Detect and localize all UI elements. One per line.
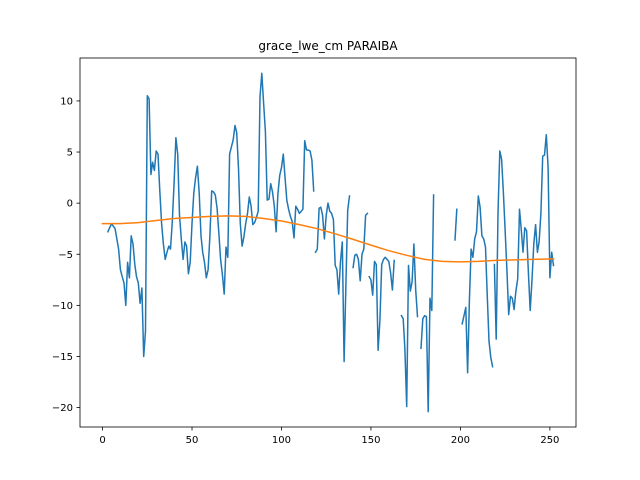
series-1-line-segment-3 bbox=[352, 212, 369, 282]
series-1-line-segment-8 bbox=[461, 195, 494, 374]
series-1-line-segment-1 bbox=[106, 72, 315, 358]
series-1-line-segment-4 bbox=[368, 256, 395, 352]
y-tick-label: 10 bbox=[60, 96, 73, 107]
series-1-line-segment-5 bbox=[400, 243, 419, 408]
series-1-line-segment-6 bbox=[420, 194, 435, 413]
x-tick-label: 200 bbox=[451, 435, 470, 446]
series-2-line-segment-1 bbox=[101, 215, 555, 263]
chart-title: grace_lwe_cm PARAIBA bbox=[258, 39, 398, 53]
x-tick-label: 250 bbox=[540, 435, 559, 446]
y-tick-label: −20 bbox=[52, 403, 73, 414]
y-tick-label: 0 bbox=[67, 199, 73, 210]
x-tick-label: 50 bbox=[186, 435, 199, 446]
y-tick-label: 5 bbox=[67, 148, 73, 159]
y-tick-label: −15 bbox=[52, 352, 73, 363]
x-tick-label: 100 bbox=[272, 435, 291, 446]
series-layer bbox=[101, 72, 555, 413]
plot-frame bbox=[79, 57, 577, 428]
series-1-line-segment-7 bbox=[454, 208, 458, 241]
series-1-line-segment-9 bbox=[493, 133, 555, 340]
x-tick-label: 0 bbox=[99, 435, 105, 446]
series-1-line-segment-2 bbox=[314, 195, 351, 363]
y-tick-label: −5 bbox=[58, 250, 73, 261]
y-tick-label: −10 bbox=[52, 301, 73, 312]
x-tick-label: 150 bbox=[361, 435, 380, 446]
axes-layer: 0 50 100 150 200 250 −20 −15 −10 −5 0 5 10 bbox=[52, 57, 577, 446]
